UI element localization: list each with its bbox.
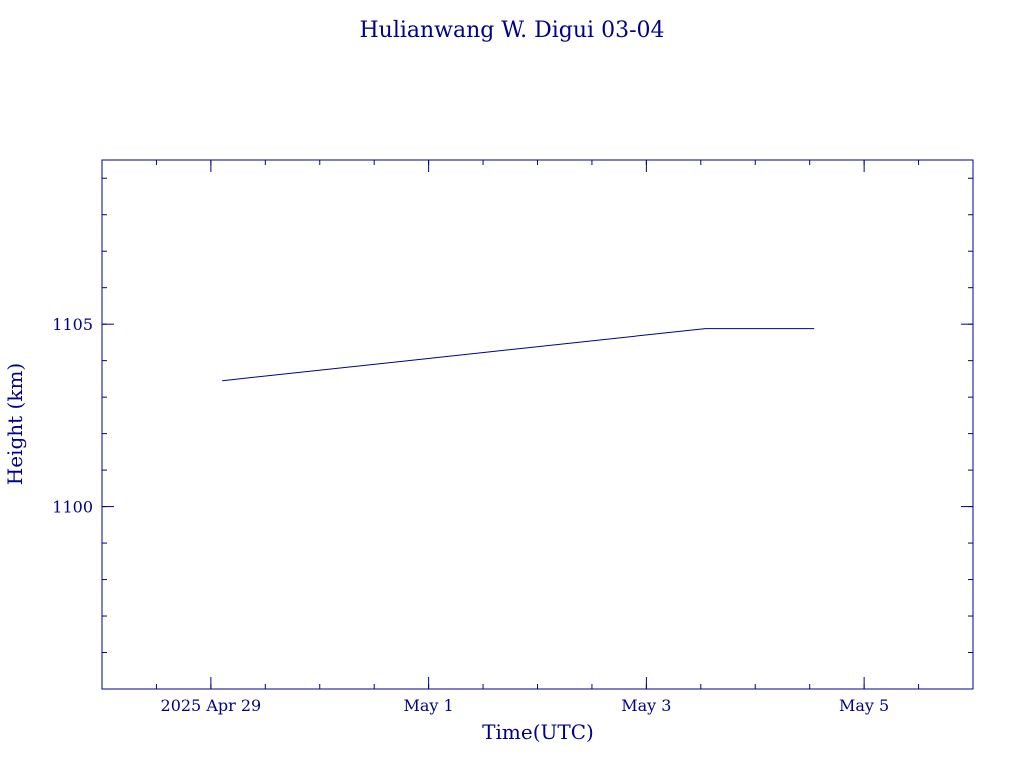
y-axis-title: Height (km) <box>3 363 27 485</box>
y-tick-label: 1105 <box>52 315 93 334</box>
axis-tick-labels: 2025 Apr 29 May 1 May 3 May 5 1100 1105 <box>52 315 889 715</box>
x-tick-label: May 3 <box>621 696 671 715</box>
x-tick-label: May 5 <box>839 696 889 715</box>
y-tick-label: 1100 <box>52 498 93 517</box>
plot-frame <box>101 159 974 690</box>
x-tick-label: 2025 Apr 29 <box>161 696 262 715</box>
height-series-line <box>222 328 815 382</box>
series-layer <box>222 328 815 382</box>
x-axis-title: Time(UTC) <box>482 720 594 744</box>
axis-ticks <box>102 160 973 690</box>
chart-title: Hulianwang W. Digui 03-04 <box>359 18 664 43</box>
x-tick-label: May 1 <box>404 696 454 715</box>
